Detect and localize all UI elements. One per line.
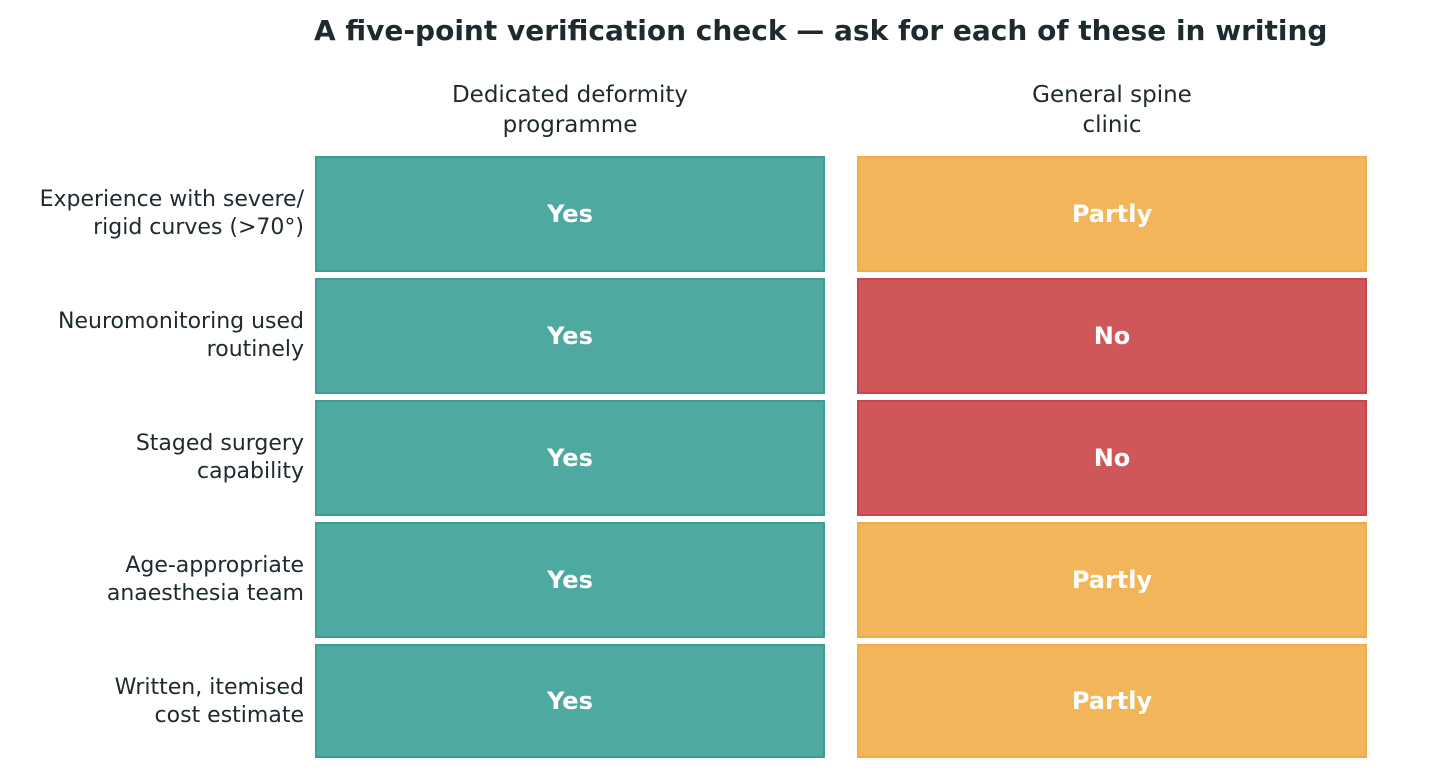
status-cell: Partly: [857, 644, 1367, 758]
status-cell: No: [857, 278, 1367, 394]
status-cell: Yes: [315, 644, 825, 758]
status-cell: Yes: [315, 278, 825, 394]
status-cell: Yes: [315, 156, 825, 272]
status-cell: Partly: [857, 156, 1367, 272]
status-cell: Yes: [315, 522, 825, 638]
status-cell: No: [857, 400, 1367, 516]
status-cell: Yes: [315, 400, 825, 516]
row-label: Neuromonitoring used routinely: [58, 309, 304, 362]
status-cell: Partly: [857, 522, 1367, 638]
column-header: General spine clinic: [1032, 82, 1192, 138]
column-header: Dedicated deformity programme: [451, 82, 689, 138]
row-label: Written, itemised cost estimate: [114, 675, 304, 728]
row-label: Staged surgery capability: [135, 431, 304, 484]
title: A five-point verification check — ask fo…: [314, 14, 1328, 47]
row-label: Experience with severe/ rigid curves (>7…: [39, 187, 304, 240]
row-label: Age-appropriate anaesthesia team: [106, 553, 304, 606]
